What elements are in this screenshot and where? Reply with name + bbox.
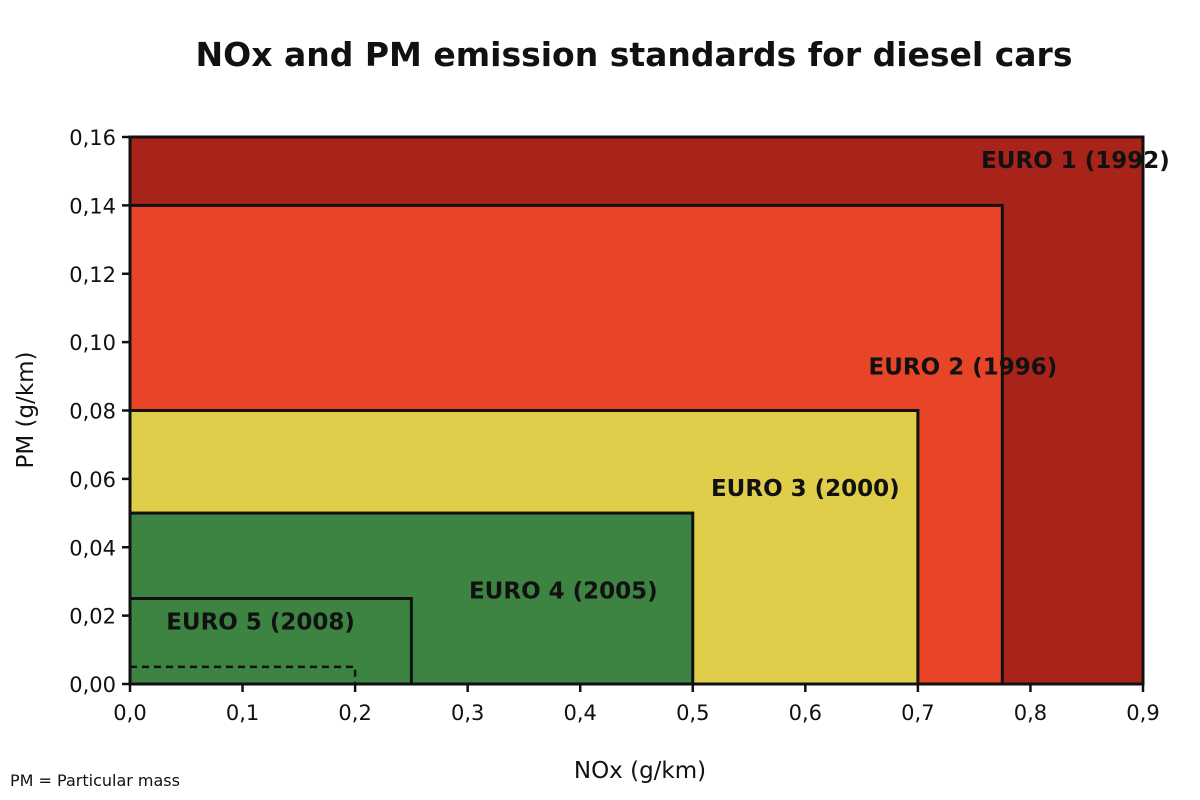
region-label: EURO 5 (2008) — [166, 609, 355, 635]
x-tick-label: 0,9 — [1126, 701, 1159, 725]
y-tick-label: 0,04 — [69, 536, 116, 560]
region-label: EURO 4 (2005) — [469, 579, 658, 605]
x-tick-label: 0,6 — [789, 701, 822, 725]
x-tick-label: 0,5 — [676, 701, 709, 725]
x-tick-label: 0,7 — [901, 701, 934, 725]
y-tick-label: 0,12 — [69, 263, 116, 287]
y-tick-label: 0,10 — [69, 331, 116, 355]
y-tick-label: 0,00 — [69, 673, 116, 697]
y-tick-label: 0,06 — [69, 468, 116, 492]
x-tick-label: 0,8 — [1014, 701, 1047, 725]
y-axis-label: PM (g/km) — [13, 351, 39, 468]
y-tick-label: 0,08 — [69, 400, 116, 424]
x-tick-label: 0,3 — [451, 701, 484, 725]
axes-group: 0,0 0,1 0,2 0,3 0,4 0,5 0,6 0,7 0,8 0,9 0,00 0,02 0,… — [69, 126, 1159, 725]
y-tick-label: 0,02 — [69, 605, 116, 629]
y-tick-label: 0,14 — [69, 194, 116, 218]
x-tick-label: 0,4 — [564, 701, 597, 725]
x-axis-label: NOx (g/km) — [574, 758, 706, 784]
x-tick-label: 0,2 — [338, 701, 371, 725]
x-tick-label: 0,0 — [113, 701, 146, 725]
y-tick-label: 0,16 — [69, 126, 116, 150]
region-label: EURO 2 (1996) — [869, 355, 1058, 381]
footnote: PM = Particular mass — [10, 771, 180, 790]
dashed-limit-line — [130, 665, 357, 684]
region-label: EURO 1 (1992) — [981, 148, 1170, 174]
region-label: EURO 3 (2000) — [711, 476, 900, 502]
x-tick-label: 0,1 — [226, 701, 259, 725]
chart-title: NOx and PM emission standards for diesel… — [196, 35, 1073, 74]
regions-group: EURO 1 (1992) EURO 2 (1996) EURO 3 (2000) E… — [128, 135, 1170, 686]
